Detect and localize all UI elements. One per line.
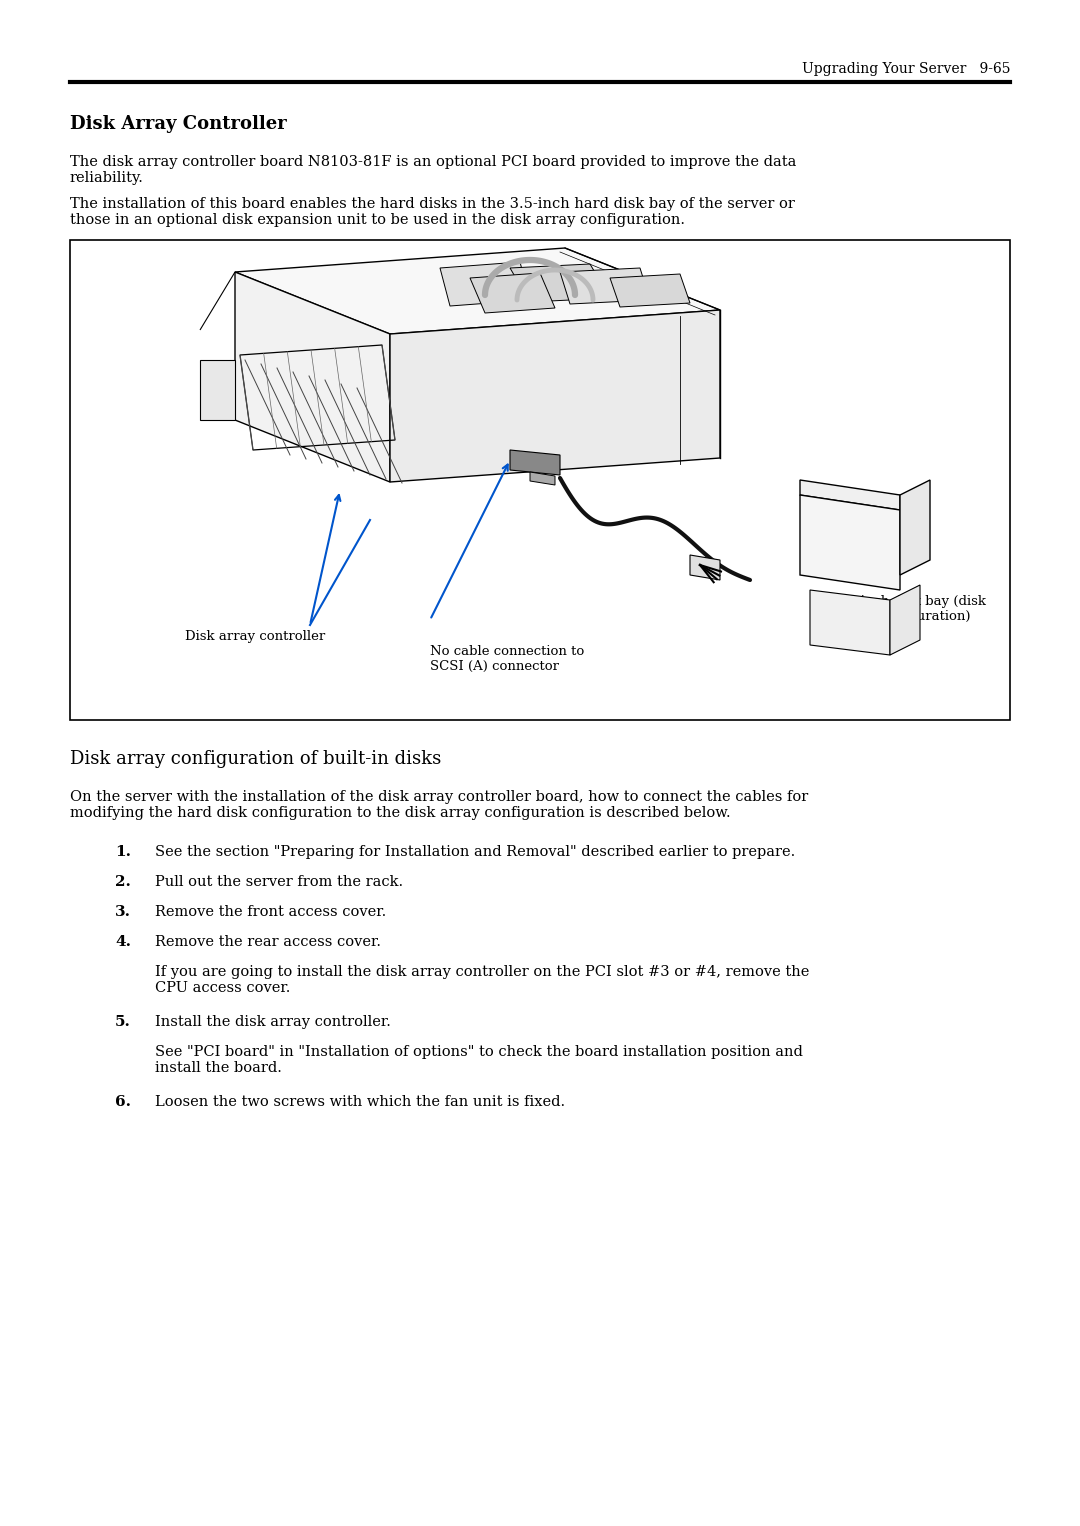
Text: Remove the rear access cover.: Remove the rear access cover. [156,935,381,949]
Text: Loosen the two screws with which the fan unit is fixed.: Loosen the two screws with which the fan… [156,1096,565,1109]
Text: Upgrading Your Server   9-65: Upgrading Your Server 9-65 [801,63,1010,76]
Polygon shape [200,360,235,420]
Text: 3.5-inch disk bay (disk
array configuration): 3.5-inch disk bay (disk array configurat… [835,595,986,623]
Polygon shape [390,310,720,482]
Polygon shape [235,249,720,334]
Text: 6.: 6. [114,1096,131,1109]
Text: Disk array controller: Disk array controller [185,630,325,642]
Polygon shape [561,269,650,304]
Text: The installation of this board enables the hard disks in the 3.5-inch hard disk : The installation of this board enables t… [70,197,795,227]
Polygon shape [235,272,390,482]
Polygon shape [900,481,930,575]
Text: No cable connection to
SCSI (A) connector: No cable connection to SCSI (A) connecto… [430,645,584,673]
Polygon shape [510,450,561,475]
Text: 3.: 3. [114,905,131,919]
Text: The disk array controller board N8103-81F is an optional PCI board provided to i: The disk array controller board N8103-81… [70,156,796,185]
Text: Disk array configuration of built-in disks: Disk array configuration of built-in dis… [70,749,442,768]
Text: Install the disk array controller.: Install the disk array controller. [156,1015,391,1029]
Polygon shape [470,273,555,313]
Text: Disk Array Controller: Disk Array Controller [70,114,287,133]
Polygon shape [530,472,555,485]
Polygon shape [810,591,890,655]
Text: 4.: 4. [114,935,131,949]
Text: Pull out the server from the rack.: Pull out the server from the rack. [156,874,403,890]
Text: See the section "Preparing for Installation and Removal" described earlier to pr: See the section "Preparing for Installat… [156,845,795,859]
Text: Remove the front access cover.: Remove the front access cover. [156,905,387,919]
Text: On the server with the installation of the disk array controller board, how to c: On the server with the installation of t… [70,790,808,819]
Polygon shape [890,584,920,655]
Text: 5.: 5. [114,1015,131,1029]
Polygon shape [690,555,720,580]
Text: If you are going to install the disk array controller on the PCI slot #3 or #4, : If you are going to install the disk arr… [156,964,809,995]
Bar [70,240,1010,720]
Text: See "PCI board" in "Installation of options" to check the board installation pos: See "PCI board" in "Installation of opti… [156,1045,802,1076]
Text: 1.: 1. [114,845,131,859]
Polygon shape [200,272,235,330]
Polygon shape [610,275,690,307]
Polygon shape [800,494,900,591]
Polygon shape [510,264,610,302]
Polygon shape [440,262,530,307]
Polygon shape [800,481,900,510]
Text: 2.: 2. [114,874,131,890]
